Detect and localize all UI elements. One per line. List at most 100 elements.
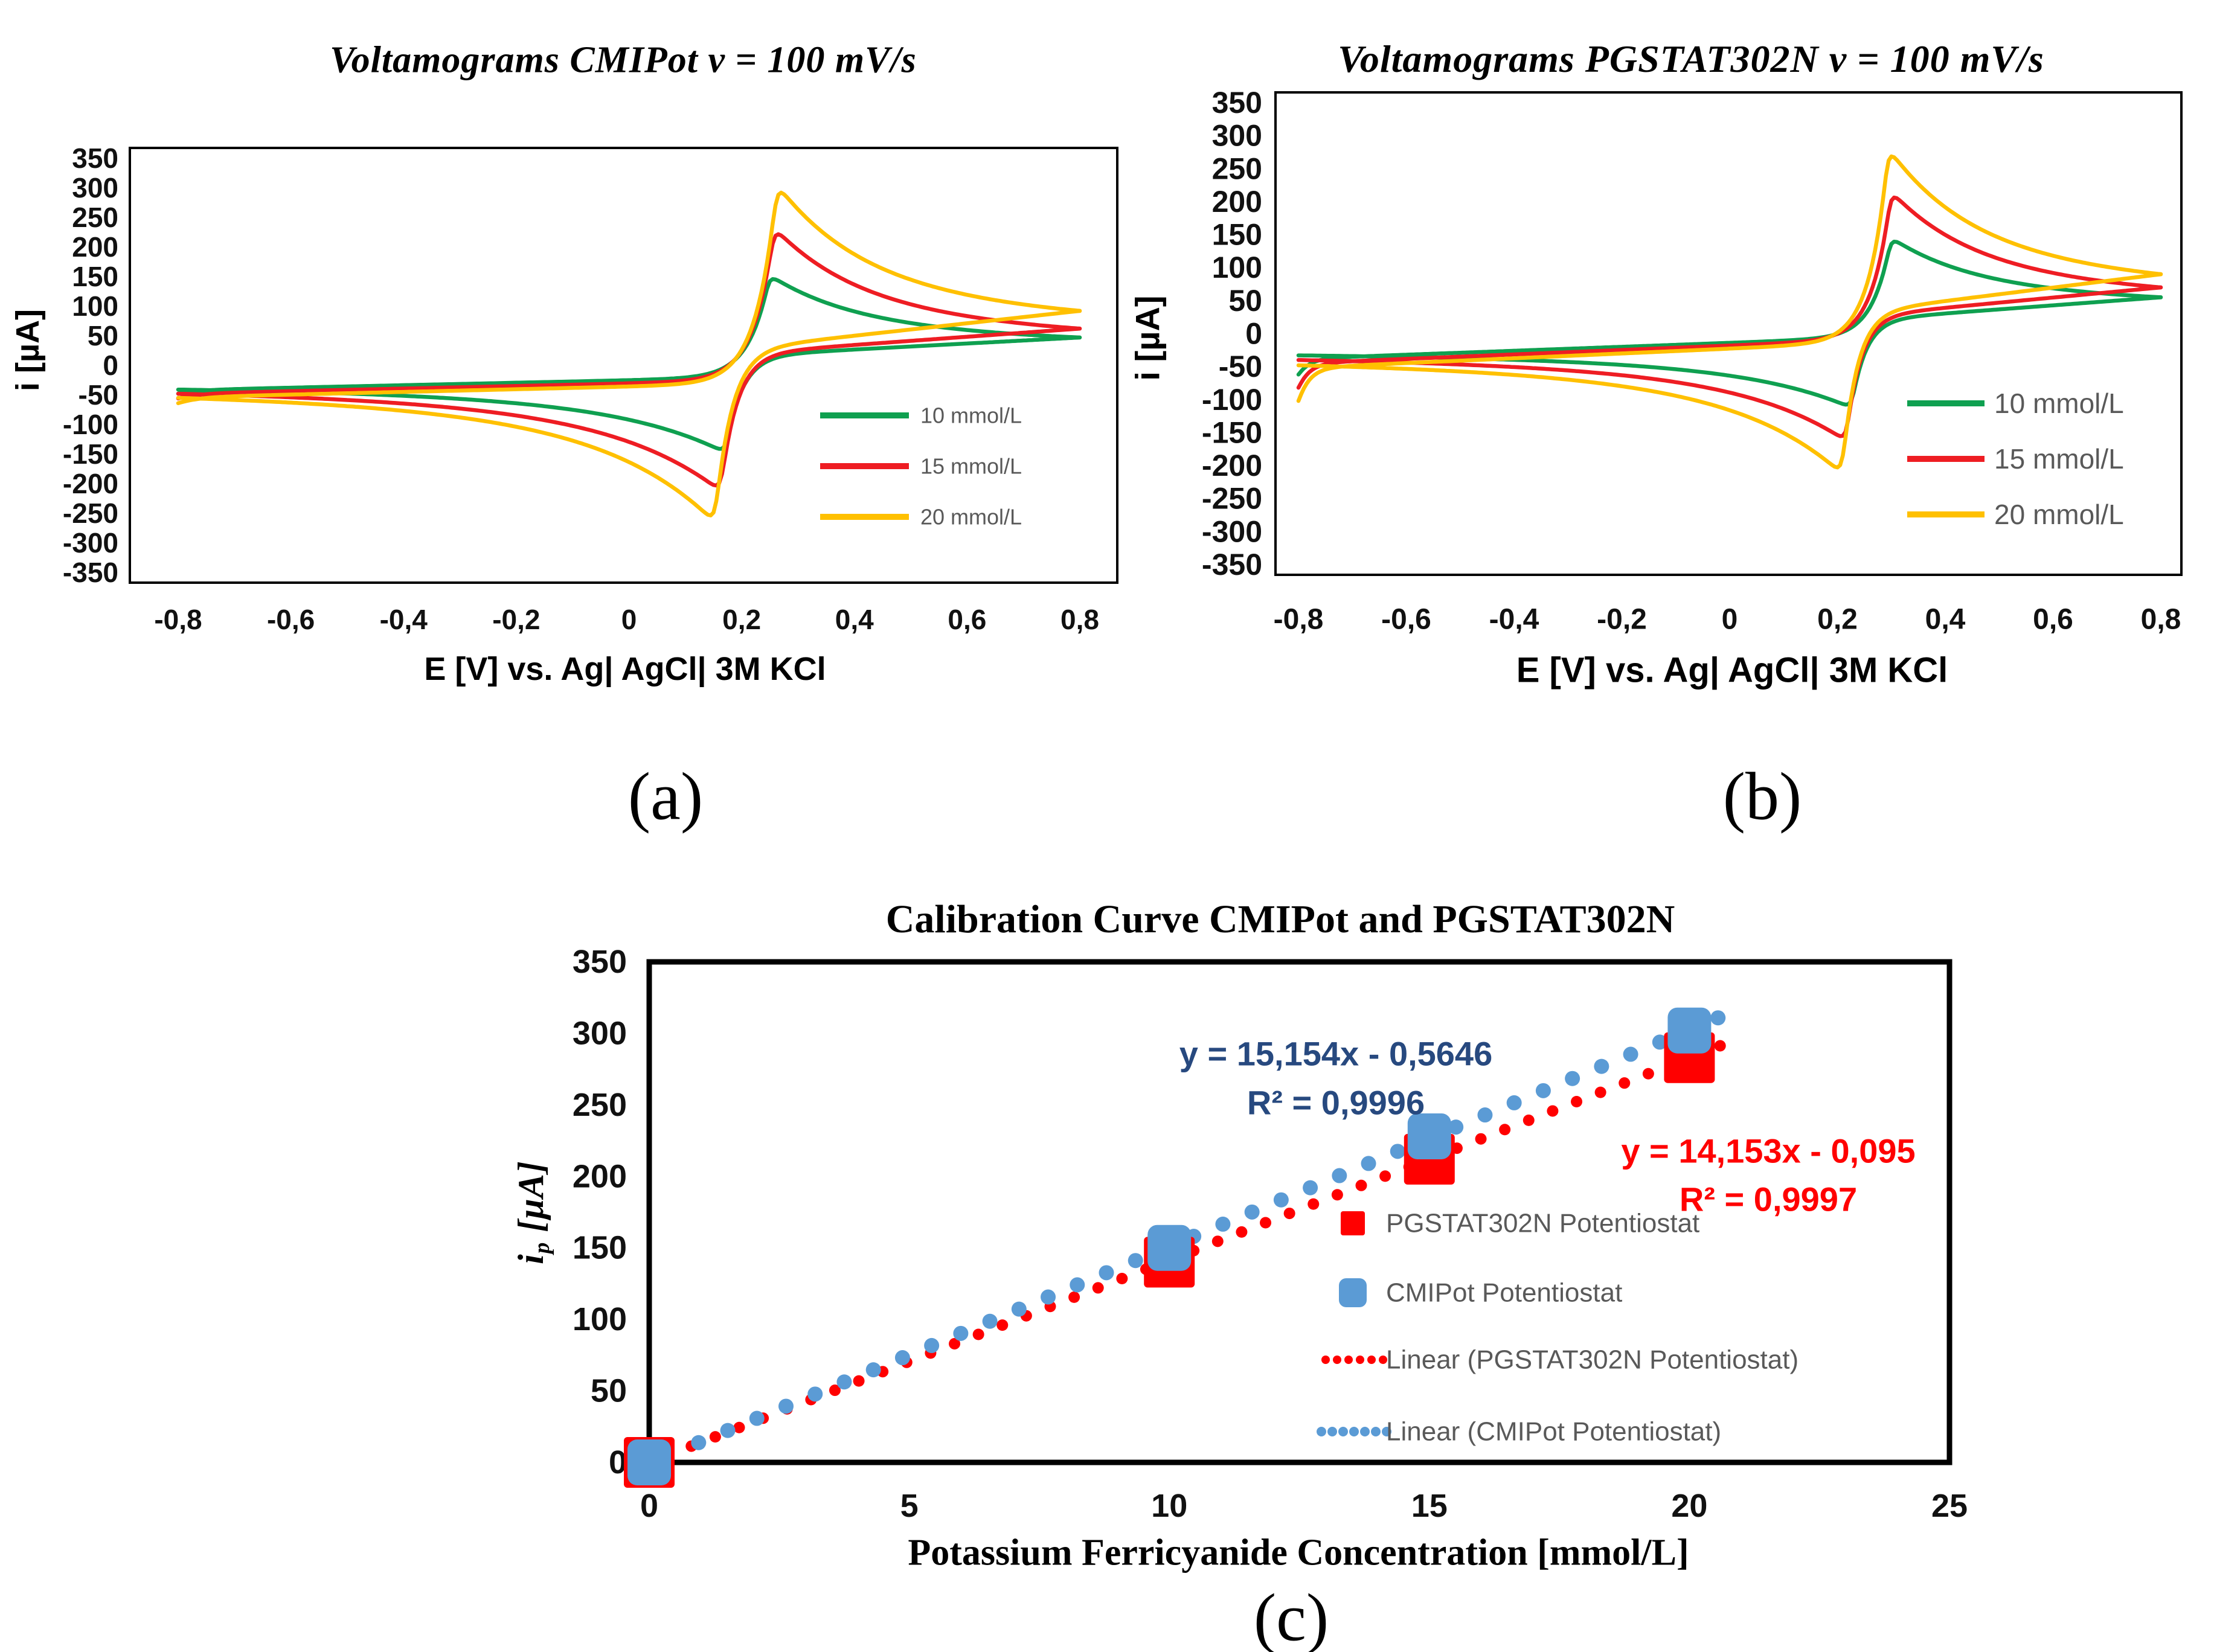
voltamograms-pgstat302n-curve-10mmol/L — [1296, 239, 2163, 407]
voltamograms-pgstat302n-ytick: 300 — [1212, 119, 1262, 153]
trend-dot — [996, 1319, 1009, 1331]
legend-marker-pgstat — [1341, 1211, 1365, 1235]
chart-c-ylabel: ip [µA] — [510, 1161, 555, 1264]
voltamograms-pgstat302n-axis-labels: 350300250200150100500-50-100-150-200-250… — [1202, 86, 2181, 636]
trend-dot — [1379, 1170, 1391, 1182]
trend-dot — [1303, 1180, 1318, 1196]
voltamograms-pgstat302n-ytick: 250 — [1212, 152, 1262, 185]
trend-dot — [1273, 1192, 1289, 1208]
chart-c-ylabel-unit: [µA] — [510, 1161, 551, 1242]
legend-label: CMIPot Potentiostat — [1386, 1278, 1622, 1308]
calibration-r2-cmipot: R² = 0,9996 — [1247, 1083, 1425, 1122]
calibration-curve-xtick: 25 — [1931, 1488, 1968, 1524]
voltamograms-pgstat302n-ytick: 100 — [1212, 251, 1262, 284]
calibration-curve-xtick: 15 — [1411, 1488, 1448, 1524]
voltamograms-cmipot-ytick: -250 — [63, 498, 118, 529]
legend-dot — [1338, 1427, 1348, 1436]
trend-dot — [709, 1431, 721, 1443]
trend-dot — [1041, 1289, 1056, 1305]
legend-label: PGSTAT302N Potentiostat — [1386, 1209, 1699, 1238]
trend-dot — [1448, 1119, 1464, 1135]
calibration-curve-ytick: 200 — [573, 1158, 627, 1194]
trend-dot — [1211, 1235, 1224, 1247]
voltamograms-cmipot-legend-label: 20 mmol/L — [920, 505, 1022, 530]
trend-dot — [1215, 1216, 1231, 1232]
voltamograms-cmipot-xtick: 0,6 — [948, 604, 986, 635]
voltamograms-cmipot-ytick: 0 — [103, 350, 118, 381]
voltamograms-cmipot-xtick: 0,8 — [1060, 604, 1099, 635]
legend-dot — [1382, 1427, 1391, 1436]
voltamograms-cmipot-ytick: 50 — [88, 320, 118, 351]
chart-c-title: Calibration Curve CMIPot and PGSTAT302N — [885, 897, 1675, 941]
trend-dot — [1260, 1217, 1272, 1229]
voltamograms-pgstat302n-ytick: 200 — [1212, 185, 1262, 219]
voltamograms-pgstat302n-legend-label: 20 mmol/L — [1994, 499, 2124, 530]
voltamograms-pgstat302n-curve-15mmol/L — [1296, 195, 2163, 438]
chart-c-xlabel: Potassium Ferricyanide Concentration [mm… — [908, 1532, 1689, 1574]
legend-dot — [1333, 1356, 1341, 1364]
calibration-curve-xtick: 0 — [640, 1488, 658, 1524]
chart-a-title: Voltamograms CMIPot v = 100 mV/s — [330, 39, 917, 81]
voltamograms-pgstat302n-legend-label: 10 mmol/L — [1994, 388, 2124, 419]
calibration-curve-ytick: 50 — [591, 1373, 627, 1409]
calibration-eq-pgstat: y = 14,153x - 0,095 — [1621, 1132, 1916, 1170]
voltamograms-cmipot-xtick: 0,2 — [722, 604, 761, 635]
trend-dot — [1652, 1034, 1667, 1050]
calibration-curve: 0 50 100 150 200 250 300 350 0 5 10 15 20 25 PGSTAT302… — [573, 944, 1968, 1524]
voltamograms-pgstat302n-ytick: 150 — [1212, 218, 1262, 252]
data-point-rounded-square — [627, 1439, 671, 1485]
voltamograms-cmipot-ytick: -200 — [63, 468, 118, 499]
voltamograms-pgstat302n-ytick: 50 — [1228, 284, 1262, 318]
trend-dot — [733, 1421, 745, 1433]
legend-marker-cmipot — [1339, 1278, 1367, 1307]
voltamograms-cmipot-xtick: -0,2 — [492, 604, 540, 635]
data-point-rounded-square — [1407, 1113, 1451, 1159]
trend-dot — [1594, 1086, 1606, 1098]
voltamograms-cmipot-xtick: 0,4 — [835, 604, 874, 635]
voltamograms-pgstat302n: 350300250200150100500-50-100-150-200-250… — [1202, 86, 2183, 636]
legend-label: Linear (CMIPot Potentiostat) — [1386, 1417, 1721, 1447]
voltamograms-pgstat302n-xtick: -0,8 — [1274, 604, 1324, 636]
voltamograms-pgstat302n-xtick: 0,2 — [1817, 604, 1858, 636]
trend-dot — [691, 1435, 707, 1450]
voltamograms-cmipot-plot-border — [129, 147, 1118, 584]
voltamograms-cmipot-ytick: -300 — [63, 527, 118, 559]
voltamograms-cmipot-legend-label: 15 mmol/L — [920, 454, 1022, 479]
legend-dot — [1379, 1356, 1387, 1364]
legend-dot — [1360, 1427, 1370, 1436]
trend-dot — [749, 1410, 765, 1426]
trend-dot — [1499, 1124, 1511, 1136]
voltamograms-pgstat302n-ytick: -250 — [1202, 482, 1262, 516]
voltamograms-cmipot-curve-10mmol/L — [176, 277, 1082, 451]
voltamograms-pgstat302n-ytick: -150 — [1202, 415, 1262, 449]
trend-dot — [1308, 1198, 1320, 1210]
legend-dot — [1349, 1427, 1359, 1436]
trend-dot — [1642, 1068, 1654, 1080]
legend-label: Linear (PGSTAT302N Potentiostat) — [1386, 1345, 1798, 1375]
trend-dot — [894, 1350, 910, 1366]
trend-dot — [1506, 1095, 1522, 1110]
trend-dot — [1710, 1010, 1726, 1026]
calibration-curve-ytick: 100 — [573, 1301, 627, 1337]
calibration-curve-ytick: 150 — [573, 1230, 627, 1266]
chart-a-xlabel: E [V] vs. Ag| AgCl| 3M KCl — [424, 651, 826, 687]
trend-dot — [1535, 1083, 1551, 1098]
calibration-curve-points-cmipot — [627, 1007, 1712, 1485]
trend-dot — [972, 1328, 984, 1340]
chart-b-title: Voltamograms PGSTAT302N v = 100 mV/s — [1338, 37, 2044, 80]
voltamograms-cmipot-ytick: -150 — [63, 438, 118, 470]
voltamograms-pgstat302n-plot-border — [1274, 91, 2183, 576]
data-point-rounded-square — [1667, 1007, 1712, 1054]
trend-dot — [1594, 1058, 1609, 1074]
calibration-curve-legend: PGSTAT302N Potentiostat CMIPot Potentiost… — [1317, 1209, 1798, 1447]
chart-c-ylabel-main: i — [510, 1253, 551, 1264]
voltamograms-cmipot-ytick: 150 — [72, 261, 118, 292]
trend-dot — [1070, 1277, 1085, 1293]
voltamograms-cmipot-ytick: -50 — [79, 379, 118, 411]
voltamograms-cmipot-ytick: 300 — [72, 172, 118, 203]
trend-dot — [1244, 1204, 1260, 1220]
voltamograms-pgstat302n-ytick: -300 — [1202, 514, 1262, 548]
calibration-curve-xtick: 20 — [1671, 1488, 1707, 1524]
trend-dot — [853, 1375, 865, 1387]
